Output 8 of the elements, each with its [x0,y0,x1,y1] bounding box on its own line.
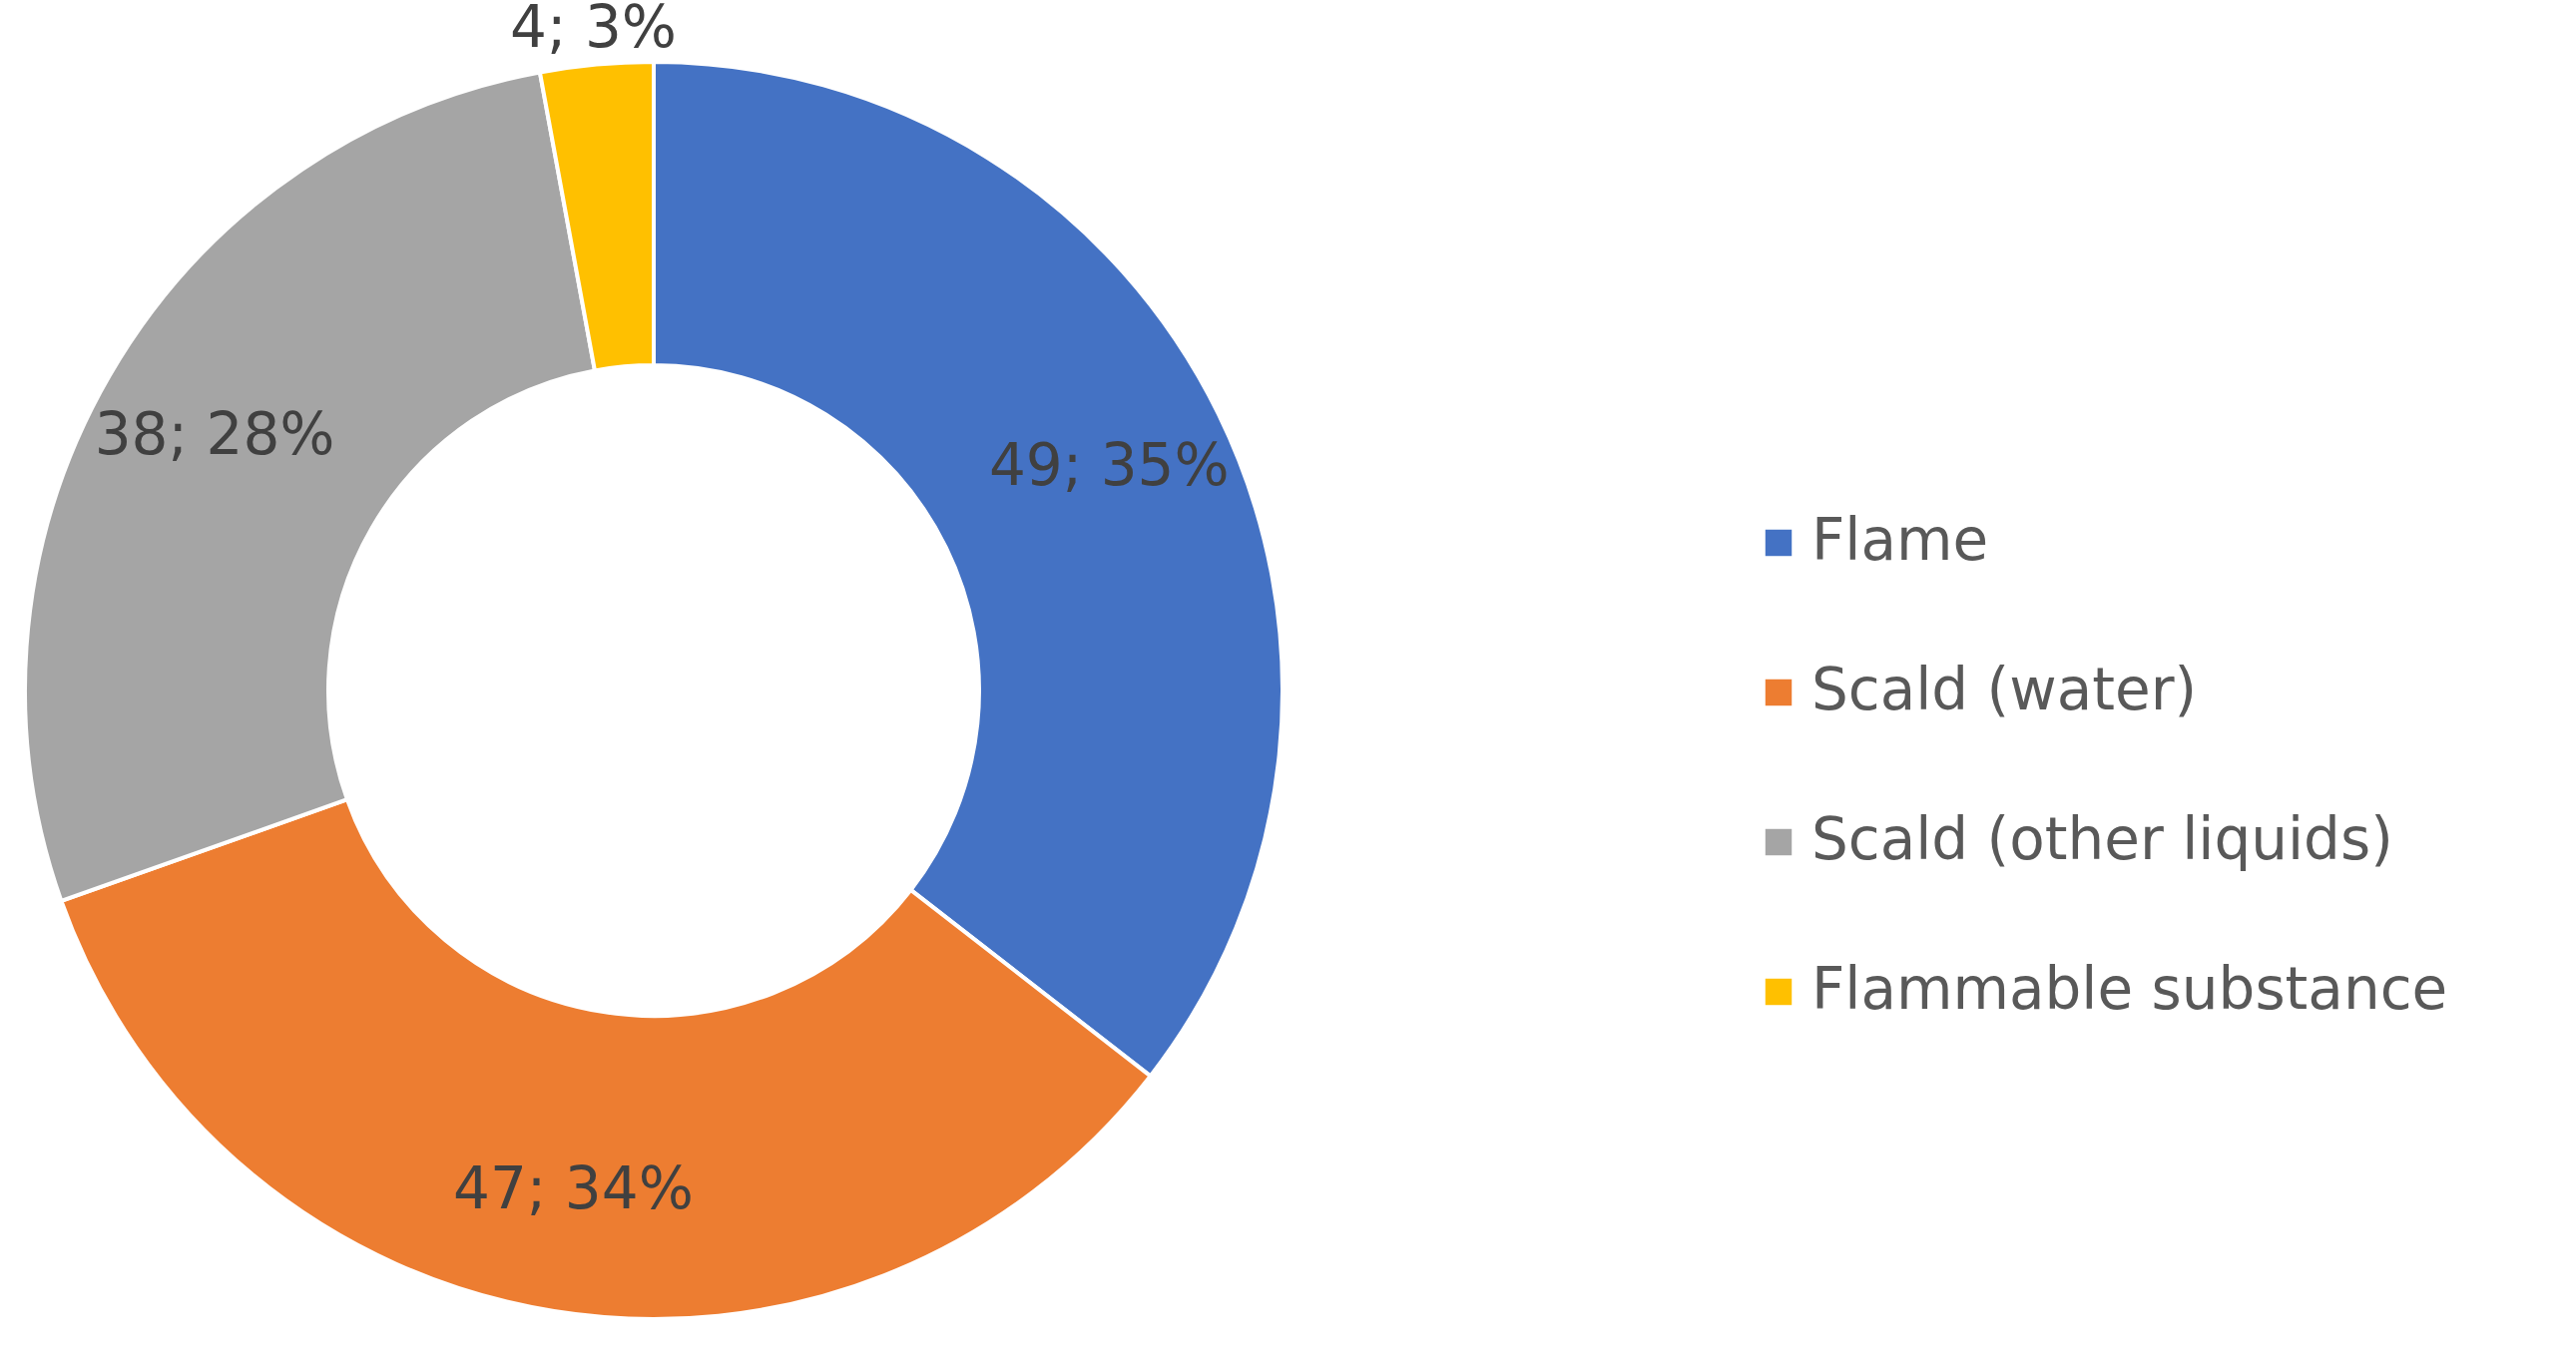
data-label: 38; 28% [94,400,335,468]
data-label: 4; 3% [510,0,677,61]
legend-label: Scald (other liquids) [1811,805,2393,873]
data-label: 49; 35% [988,430,1230,499]
legend-label: Scald (water) [1811,656,2198,723]
data-label: 47; 34% [453,1153,694,1222]
legend-label: Flame [1811,506,1989,574]
legend-label: Flammable substance [1811,955,2448,1023]
